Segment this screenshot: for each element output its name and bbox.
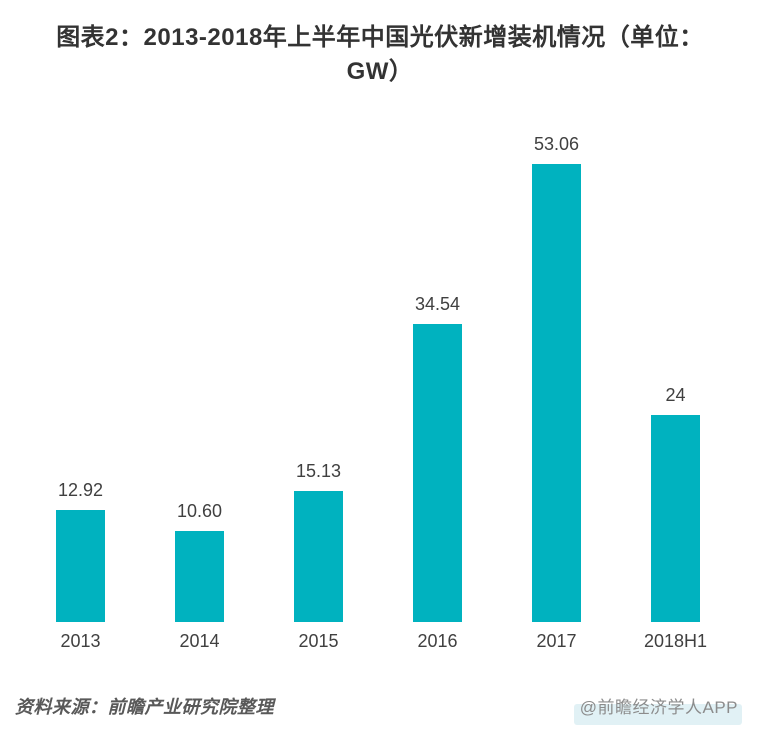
bar-column: 10.60	[140, 130, 259, 622]
bar-value-label: 10.60	[176, 500, 223, 521]
chart-title-line1: 图表2：2013-2018年上半年中国光伏新增装机情况（单位：	[56, 24, 704, 51]
footer: 资料来源：前瞻产业研究院整理 @前瞻经济学人APP	[15, 693, 742, 725]
bar-group: 24 2018H1	[616, 130, 735, 652]
x-axis-label: 2013	[60, 631, 101, 651]
bar-value-label: 15.13	[295, 461, 342, 482]
bar-value-label: 53.06	[533, 134, 580, 155]
credit-note-text: @前瞻经济学人APP	[579, 698, 738, 717]
x-axis-label: 2015	[298, 631, 339, 651]
bar-group: 53.06 2017	[497, 130, 616, 652]
plot-area: 12.92 2013 10.60 2014 15.13 2015 34.54 2016 53.0…	[21, 130, 735, 652]
bar	[56, 510, 105, 622]
x-axis-label: 2014	[179, 631, 220, 651]
bar-group: 12.92 2013	[21, 130, 140, 652]
x-axis-label: 2018H1	[643, 631, 708, 651]
bar-column: 34.54	[378, 130, 497, 622]
bar	[413, 323, 462, 622]
bar	[175, 530, 224, 622]
bar-value-label: 24	[665, 384, 686, 405]
bar-value-label: 34.54	[414, 293, 461, 314]
x-axis-label: 2016	[417, 631, 458, 651]
bar-column: 15.13	[259, 130, 378, 622]
bar-group: 10.60 2014	[140, 130, 259, 652]
data-source-note: 资料来源：前瞻产业研究院整理	[15, 697, 274, 717]
bar	[651, 414, 700, 622]
chart-title-line2: GW）	[346, 58, 414, 85]
bar-column: 12.92	[21, 130, 140, 622]
bar-column: 24	[616, 130, 735, 622]
bar-group: 15.13 2015	[259, 130, 378, 652]
bar	[532, 164, 581, 622]
bar-group: 34.54 2016	[378, 130, 497, 652]
watermark-overlay	[573, 704, 742, 725]
chart-title: 图表2：2013-2018年上半年中国光伏新增装机情况（单位： GW）	[20, 21, 740, 89]
bar	[294, 491, 343, 622]
credit-note: @前瞻经济学人APP	[573, 693, 742, 725]
bar-value-label: 12.92	[57, 480, 104, 501]
bar-column: 53.06	[497, 130, 616, 622]
x-axis-label: 2017	[536, 631, 577, 651]
